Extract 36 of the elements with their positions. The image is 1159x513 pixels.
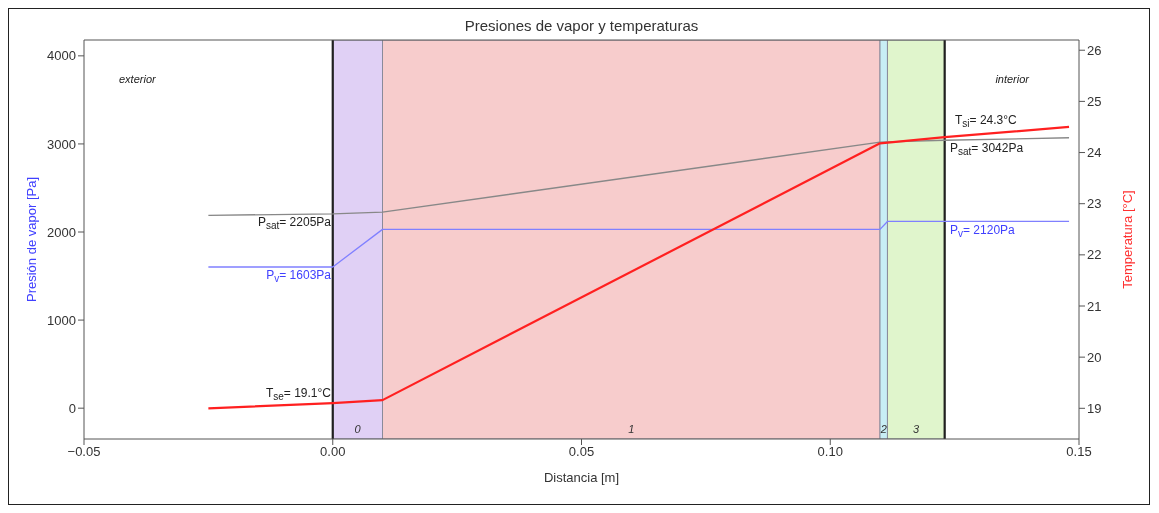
x-tick-label: 0.05 [568,444,595,460]
band-label: 2 [879,423,887,435]
y2-tick-label: 25 [1087,94,1102,109]
annotation: P$_{v}$= 2120Pa [950,223,1015,240]
y2-tick-label: 26 [1087,42,1102,58]
band-label: 1 [628,423,635,435]
line-series [207,125,1071,410]
y2-tick-label: 21 [1087,298,1102,314]
y-tick-label: 0 [68,400,76,416]
band-label: 0 [354,423,362,435]
annotation: P$_{v}$= 1603Pa [266,268,331,285]
x-tick-label: 0.00 [320,444,346,460]
annotation: T$_{se}$= 19.1°C [265,386,331,403]
y2-tick-label: 22 [1087,247,1102,263]
annotation: interior [995,73,1029,85]
y2-tick-label: 20 [1087,349,1102,365]
chart-title: Presiones de vapor y temperaturas [463,17,700,34]
y-axis-title: Presión de vapor [Pa] [23,176,39,303]
annotation: T$_{si}$= 24.3°C [955,113,1017,130]
y2-tick-label: 23 [1087,196,1102,212]
y2-tick-label: 24 [1087,145,1102,161]
line-series [207,137,1070,216]
x-tick-label: −0.05 [67,444,101,460]
y-tick-label: 3000 [47,136,76,152]
y2-axis-title: Temperatura [°C] [1119,190,1135,289]
x-axis-title: Distancia [m] [543,470,620,485]
annotation: exterior [119,73,156,85]
x-tick-label: 0.10 [817,444,843,460]
y-tick-label: 4000 [47,48,76,64]
x-tick-label: 0.15 [1066,444,1092,460]
band-label: 3 [913,423,921,435]
y-tick-label: 2000 [47,224,76,240]
annotation: P$_{sat}$= 2205Pa [257,215,331,232]
y2-tick-label: 19 [1087,400,1102,416]
y-tick-label: 1000 [47,312,76,328]
annotation: P$_{sat}$= 3042Pa [950,141,1024,158]
